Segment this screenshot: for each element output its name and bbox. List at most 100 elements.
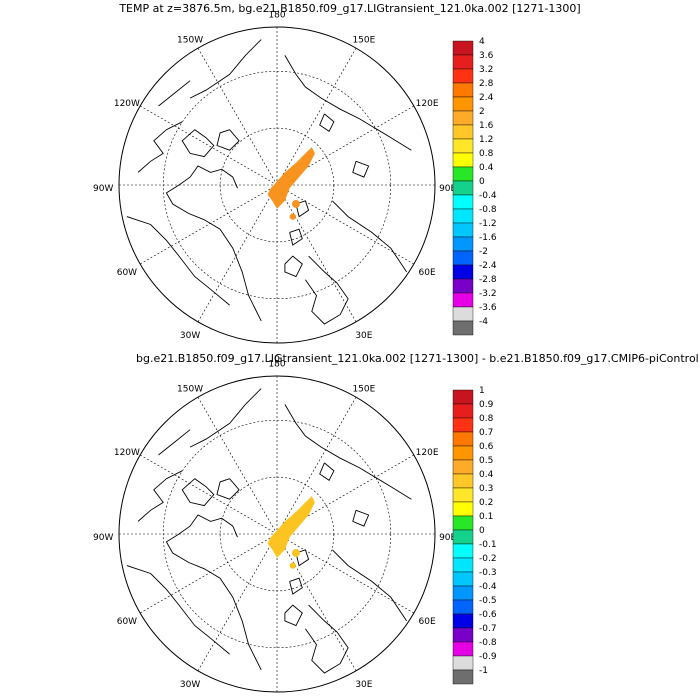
- coastline: [295, 200, 310, 218]
- coastline: [216, 129, 240, 151]
- colorbar-tick-label: -2.4: [479, 261, 497, 271]
- colorbar-tick-label: 0.2: [479, 498, 493, 508]
- temperature-anomaly-spot: [289, 213, 296, 220]
- longitude-label-180: 180: [268, 359, 285, 369]
- colorbar-tick-label: 0.4: [479, 470, 494, 480]
- colorbar-tick-label: 0.1: [479, 512, 493, 522]
- coastline: [158, 80, 191, 107]
- colorbar-tick-label: 0.7: [479, 428, 493, 438]
- colorbar-tick-label: 0.3: [479, 484, 493, 494]
- longitude-label-30E: 30E: [355, 680, 372, 690]
- colorbar-tick-label: -4: [479, 317, 488, 327]
- coastline: [126, 216, 230, 306]
- longitude-label-0: 0: [274, 355, 280, 365]
- coastline: [189, 39, 262, 99]
- colorbar-tick-label: -3.6: [479, 303, 497, 313]
- colorbar-swatch: [452, 96, 474, 112]
- colorbar-swatch: [452, 222, 474, 238]
- coastline: [305, 604, 349, 674]
- colorbar-tick-label: 2.8: [479, 79, 494, 89]
- coastline: [284, 55, 412, 151]
- temperature-anomaly-region: [267, 147, 315, 209]
- temperature-anomaly-region: [267, 496, 315, 558]
- colorbar-tick-label: 1.2: [479, 135, 493, 145]
- longitude-label-120E: 120E: [416, 448, 439, 458]
- colorbar-swatch: [452, 236, 474, 252]
- colorbar-swatch: [452, 54, 474, 70]
- colorbar-tick-label: -0.1: [479, 540, 497, 550]
- coastline: [189, 388, 262, 448]
- longitude-label-150E: 150E: [352, 385, 375, 395]
- colorbar-swatch: [452, 445, 474, 461]
- temperature-anomaly-spot: [289, 562, 296, 569]
- colorbar-tick-label: 1.6: [479, 121, 494, 131]
- colorbar-swatch: [452, 278, 474, 294]
- colorbar-swatch: [452, 669, 474, 685]
- longitude-label-150E: 150E: [352, 36, 375, 46]
- colorbar-tick-label: -1.2: [479, 219, 497, 229]
- coastline: [216, 478, 240, 500]
- colorbar-swatch: [452, 264, 474, 280]
- colorbar-tick-label: 4: [479, 37, 485, 47]
- longitude-label-60W: 60W: [117, 617, 137, 627]
- longitude-label-60E: 60E: [419, 617, 436, 627]
- coastline: [158, 429, 191, 456]
- map-title-bottom: bg.e21.B1850.f09_g17.LIGtransient_121.0k…: [136, 352, 699, 365]
- coastline: [165, 165, 262, 322]
- colorbar-swatch: [452, 138, 474, 154]
- coastline: [284, 404, 412, 500]
- longitude-label-90W: 90W: [93, 533, 113, 543]
- colorbar-tick-label: 0: [479, 177, 485, 187]
- colorbar-swatch: [452, 585, 474, 601]
- colorbar-swatch: [452, 306, 474, 322]
- colorbar-tick-label: -0.8: [479, 205, 497, 215]
- colorbar-swatch: [452, 292, 474, 308]
- colorbar-swatch: [452, 515, 474, 531]
- coastline: [295, 549, 310, 567]
- temperature-anomaly-spot: [292, 200, 300, 208]
- colorbar-swatch: [452, 82, 474, 98]
- colorbar-tick-label: 3.6: [479, 51, 494, 61]
- colorbar-swatch: [452, 557, 474, 573]
- colorbar-swatch: [452, 166, 474, 182]
- colorbar-tick-label: -0.6: [479, 610, 497, 620]
- colorbar-tick-label: 1: [479, 386, 485, 396]
- colorbar-swatch: [452, 641, 474, 657]
- colorbar-swatch: [452, 473, 474, 489]
- longitude-label-60W: 60W: [117, 268, 137, 278]
- coastline: [352, 509, 370, 527]
- colorbar-tick-label: -0.3: [479, 568, 497, 578]
- map-title-top: TEMP at z=3876.5m, bg.e21.B1850.f09_g17.…: [119, 2, 581, 15]
- coastline: [352, 160, 370, 178]
- colorbar-swatch: [452, 208, 474, 224]
- colorbar-swatch: [452, 152, 474, 168]
- colorbar-tick-label: -0.4: [479, 582, 497, 592]
- temperature-anomaly-spot: [292, 549, 300, 557]
- colorbar-swatch: [452, 599, 474, 615]
- coastline: [289, 577, 303, 595]
- colorbar-swatch: [452, 655, 474, 671]
- coastline: [126, 565, 230, 655]
- coastline: [331, 549, 407, 622]
- longitude-label-90W: 90W: [93, 184, 113, 194]
- colorbar-swatch: [452, 124, 474, 140]
- coastline: [289, 228, 303, 246]
- colorbar-tick-label: 3.2: [479, 65, 493, 75]
- colorbar-swatch: [452, 487, 474, 503]
- colorbar-tick-label: -1.6: [479, 233, 497, 243]
- polar-map-top: 180 0 90W 90E 150W 120W 150E 120E 60W 30W 60E 30E: [93, 10, 457, 364]
- colorbar-tick-label: 0.9: [479, 400, 494, 410]
- colorbar-tick-label: -0.2: [479, 554, 497, 564]
- colorbar-tick-label: 0.5: [479, 456, 493, 466]
- longitude-label-150W: 150W: [177, 385, 203, 395]
- longitude-label-150W: 150W: [177, 36, 203, 46]
- longitude-label-30W: 30W: [180, 680, 200, 690]
- longitude-label-120E: 120E: [416, 99, 439, 109]
- colorbar-tick-label: -0.5: [479, 596, 497, 606]
- colorbar-swatch: [452, 110, 474, 126]
- coastline: [181, 478, 215, 507]
- colorbar-swatch: [452, 403, 474, 419]
- colorbar-tick-label: -3.2: [479, 289, 497, 299]
- coastline: [284, 604, 303, 627]
